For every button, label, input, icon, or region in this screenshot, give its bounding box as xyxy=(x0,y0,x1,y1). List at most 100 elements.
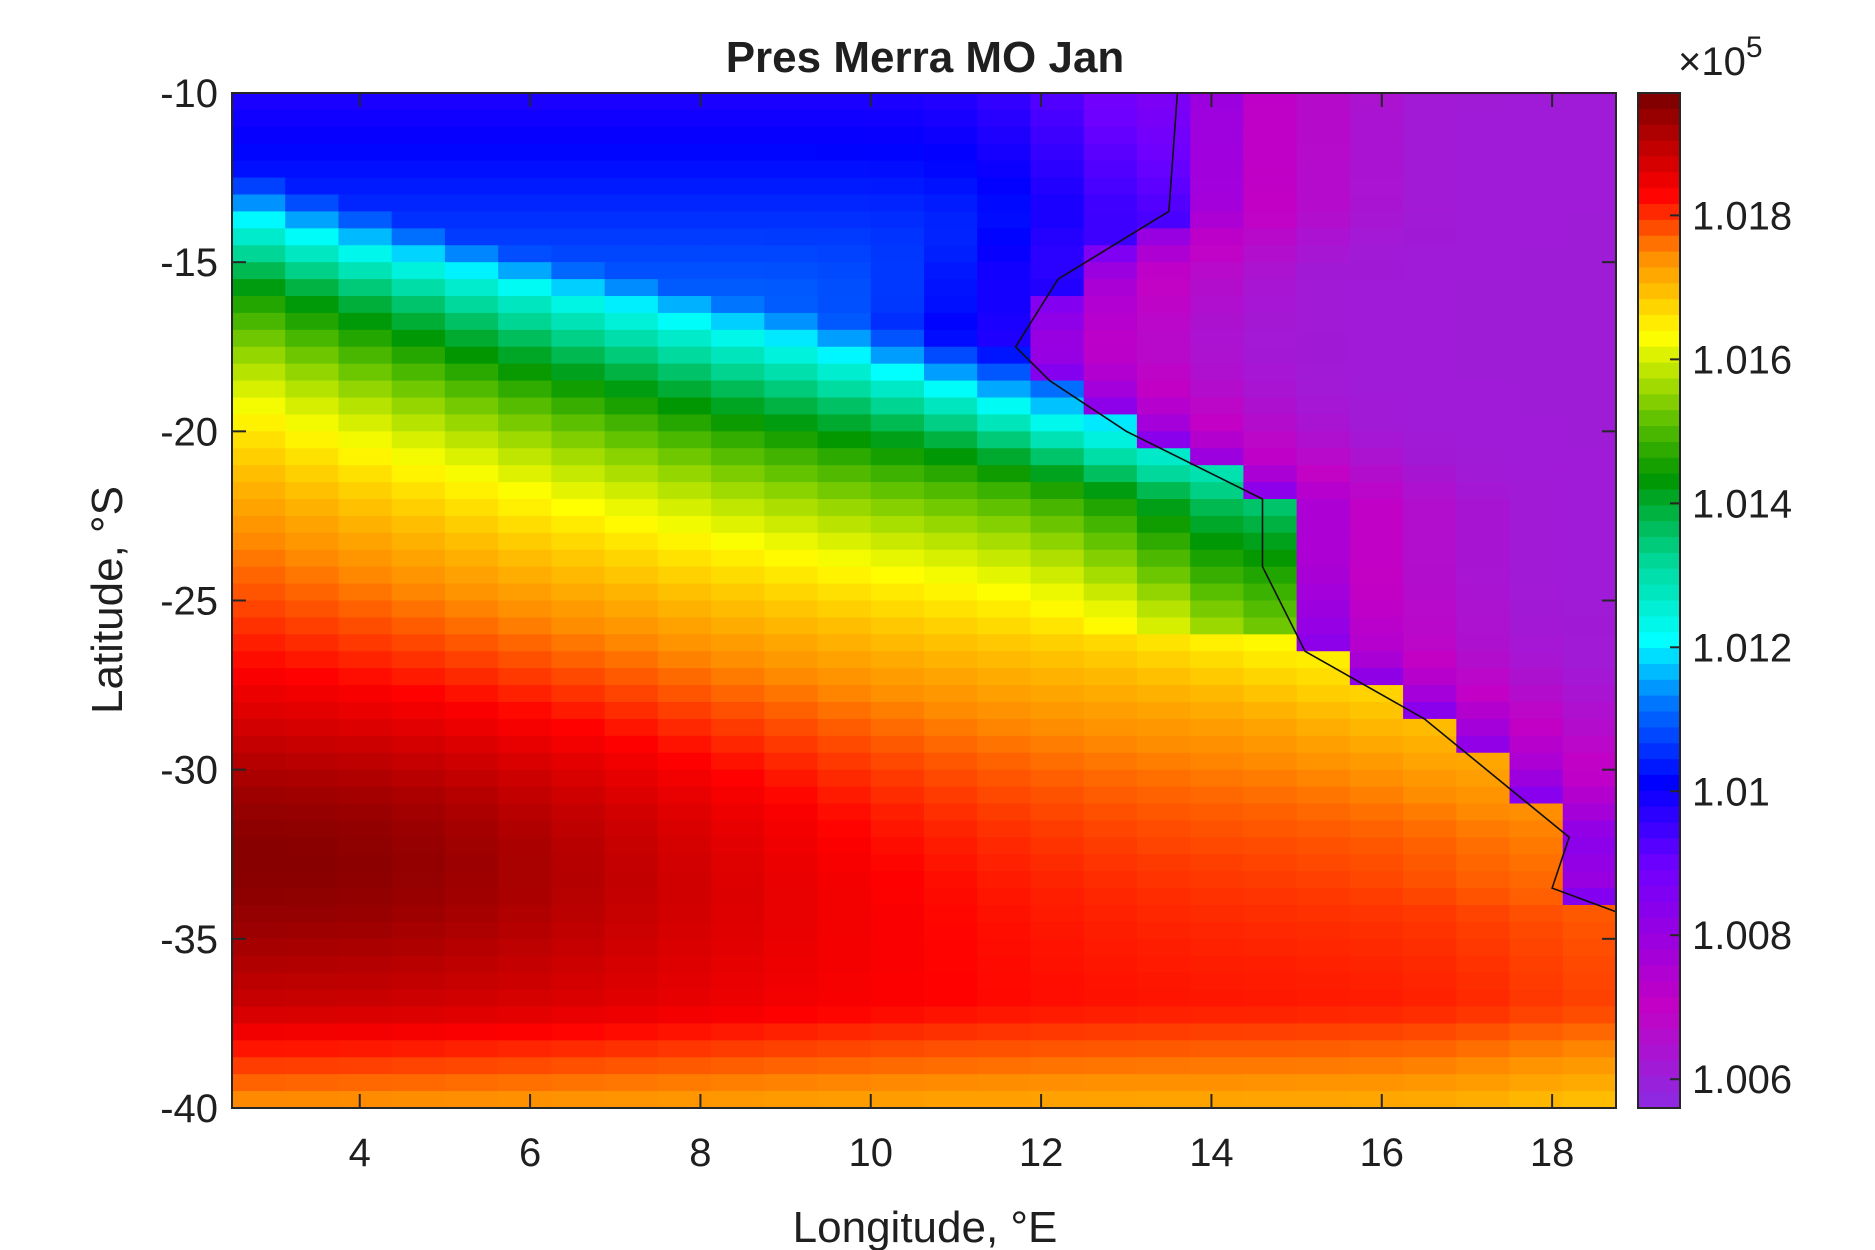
heatmap-cell xyxy=(657,515,712,534)
heatmap-cell xyxy=(817,583,872,602)
heatmap-cell xyxy=(1243,296,1298,314)
heatmap-cell xyxy=(1509,718,1564,737)
heatmap-cell xyxy=(1296,634,1351,652)
heatmap-cell xyxy=(391,854,446,872)
heatmap-cell xyxy=(232,583,286,602)
heatmap-cell xyxy=(1243,871,1298,889)
heatmap-cell xyxy=(604,955,659,974)
heatmap-cell xyxy=(1190,296,1244,314)
heatmap-cell xyxy=(764,786,819,805)
heatmap-cell xyxy=(285,93,340,111)
heatmap-cell xyxy=(551,735,606,754)
heatmap-cell xyxy=(817,1057,872,1075)
heatmap-cell xyxy=(657,837,712,855)
heatmap-cell xyxy=(604,109,659,128)
heatmap-cell xyxy=(1456,1006,1511,1025)
heatmap-cell xyxy=(391,702,446,720)
heatmap-cell xyxy=(1456,837,1511,855)
heatmap-cell xyxy=(1190,245,1244,263)
heatmap-cell xyxy=(1030,515,1085,534)
heatmap-cell xyxy=(391,634,446,652)
heatmap-cell xyxy=(657,718,712,737)
heatmap-cell xyxy=(232,279,286,297)
heatmap-cell xyxy=(285,786,340,805)
heatmap-cell xyxy=(924,989,978,1008)
heatmap-cell xyxy=(817,431,872,449)
heatmap-cell xyxy=(1296,786,1351,805)
heatmap-cell xyxy=(391,109,446,128)
heatmap-cell xyxy=(1030,989,1085,1008)
heatmap-cell xyxy=(1030,143,1085,162)
heatmap-cell xyxy=(338,786,393,805)
heatmap-cell xyxy=(604,499,659,517)
heatmap-cell xyxy=(444,769,499,788)
heatmap-cell xyxy=(1456,634,1511,652)
heatmap-cell xyxy=(604,279,659,297)
heatmap-cell xyxy=(1296,482,1351,500)
heatmap-cell xyxy=(1403,532,1457,551)
heatmap-cell xyxy=(604,617,659,635)
heatmap-cell xyxy=(1562,312,1617,331)
heatmap-cell xyxy=(764,160,819,179)
heatmap-cell xyxy=(977,380,1032,399)
heatmap-cell xyxy=(551,888,606,906)
heatmap-cell xyxy=(817,1091,872,1109)
x-axis: 4 6 8 10 12 14 16 18 xyxy=(349,93,1574,1175)
heatmap-cell xyxy=(444,363,499,382)
heatmap-cell xyxy=(1190,702,1244,720)
heatmap-cell xyxy=(1456,499,1511,517)
colorbar-step xyxy=(1638,235,1680,253)
heatmap-cell xyxy=(604,786,659,805)
heatmap-cell xyxy=(817,532,872,551)
heatmap-cell xyxy=(817,1040,872,1058)
heatmap-cell xyxy=(1296,718,1351,737)
heatmap-cell xyxy=(657,126,712,145)
heatmap-cell xyxy=(1509,989,1564,1008)
colorbar-step xyxy=(1638,679,1680,697)
heatmap-cell xyxy=(1349,532,1404,551)
heatmap-cell xyxy=(924,972,978,991)
heatmap-cell xyxy=(1243,228,1298,246)
heatmap-cell xyxy=(764,549,819,568)
heatmap-cell xyxy=(1030,549,1085,568)
heatmap-cell xyxy=(711,397,765,416)
heatmap-cell xyxy=(285,972,340,991)
heatmap-cell xyxy=(285,989,340,1008)
heatmap-cell xyxy=(764,296,819,314)
heatmap-cell xyxy=(1030,194,1085,213)
heatmap-cell xyxy=(1083,262,1138,280)
heatmap-cell xyxy=(338,888,393,906)
heatmap-cell xyxy=(657,211,712,229)
heatmap-cell xyxy=(1136,685,1191,703)
heatmap-cell xyxy=(1083,735,1138,754)
heatmap-cell xyxy=(870,1074,925,1092)
heatmap-cell xyxy=(870,245,925,263)
heatmap-cell xyxy=(1243,702,1298,720)
heatmap-cell xyxy=(285,820,340,838)
heatmap-cell xyxy=(1403,93,1457,111)
heatmap-cell xyxy=(232,414,286,432)
colorbar-step xyxy=(1638,172,1680,189)
heatmap-cell xyxy=(338,549,393,568)
heatmap-cell xyxy=(924,177,978,196)
heatmap-cell xyxy=(817,566,872,585)
colorbar-step xyxy=(1638,885,1680,903)
heatmap-cell xyxy=(977,1057,1032,1075)
heatmap-cell xyxy=(338,837,393,855)
heatmap-cell xyxy=(1403,279,1457,297)
heatmap-cell xyxy=(657,1040,712,1058)
heatmap-cell xyxy=(870,126,925,145)
heatmap-cell xyxy=(657,194,712,213)
heatmap-cell xyxy=(711,854,765,872)
colorbar-step xyxy=(1638,156,1680,173)
heatmap-cell xyxy=(1136,1006,1191,1025)
heatmap-cell xyxy=(1509,905,1564,923)
heatmap-cell xyxy=(977,617,1032,635)
heatmap-cell xyxy=(498,752,552,771)
heatmap-cell xyxy=(817,769,872,788)
heatmap-cell xyxy=(711,905,765,923)
heatmap-cell xyxy=(391,160,446,179)
heatmap-cell xyxy=(1083,397,1138,416)
heatmap-cell xyxy=(1243,786,1298,805)
heatmap-cell xyxy=(1509,363,1564,382)
